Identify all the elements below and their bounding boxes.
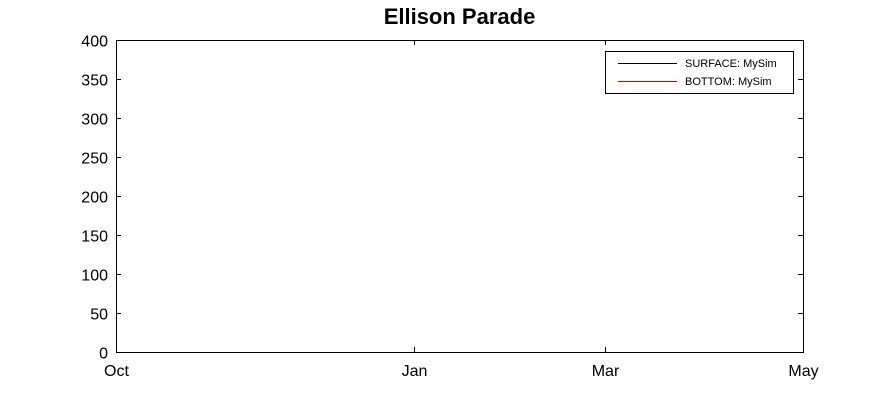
legend-label: BOTTOM: MySim	[685, 76, 772, 88]
y-tick-label: 250	[81, 151, 108, 168]
x-tick-label: Oct	[104, 363, 129, 380]
x-tick-label: May	[788, 363, 818, 380]
y-axis: 0 50 100 150 200 250 300 350 400	[81, 34, 803, 363]
y-tick-label: 100	[81, 268, 108, 285]
y-tick-label: 350	[81, 73, 108, 90]
legend-label: SURFACE: MySim	[685, 58, 777, 70]
x-axis: Oct Jan Mar May	[104, 40, 819, 380]
y-tick-label: 200	[81, 190, 108, 207]
y-tick-label: 400	[81, 34, 108, 51]
legend-box	[605, 51, 794, 94]
y-tick-label: 50	[90, 307, 108, 324]
y-tick-label: 150	[81, 229, 108, 246]
y-tick-label: 300	[81, 112, 108, 129]
chart-title: Ellison Parade	[384, 4, 536, 29]
x-tick-label: Jan	[402, 363, 428, 380]
x-tick-label: Mar	[592, 363, 620, 380]
y-tick-label: 0	[99, 346, 108, 363]
legend: SURFACE: MySim BOTTOM: MySim	[605, 51, 794, 94]
